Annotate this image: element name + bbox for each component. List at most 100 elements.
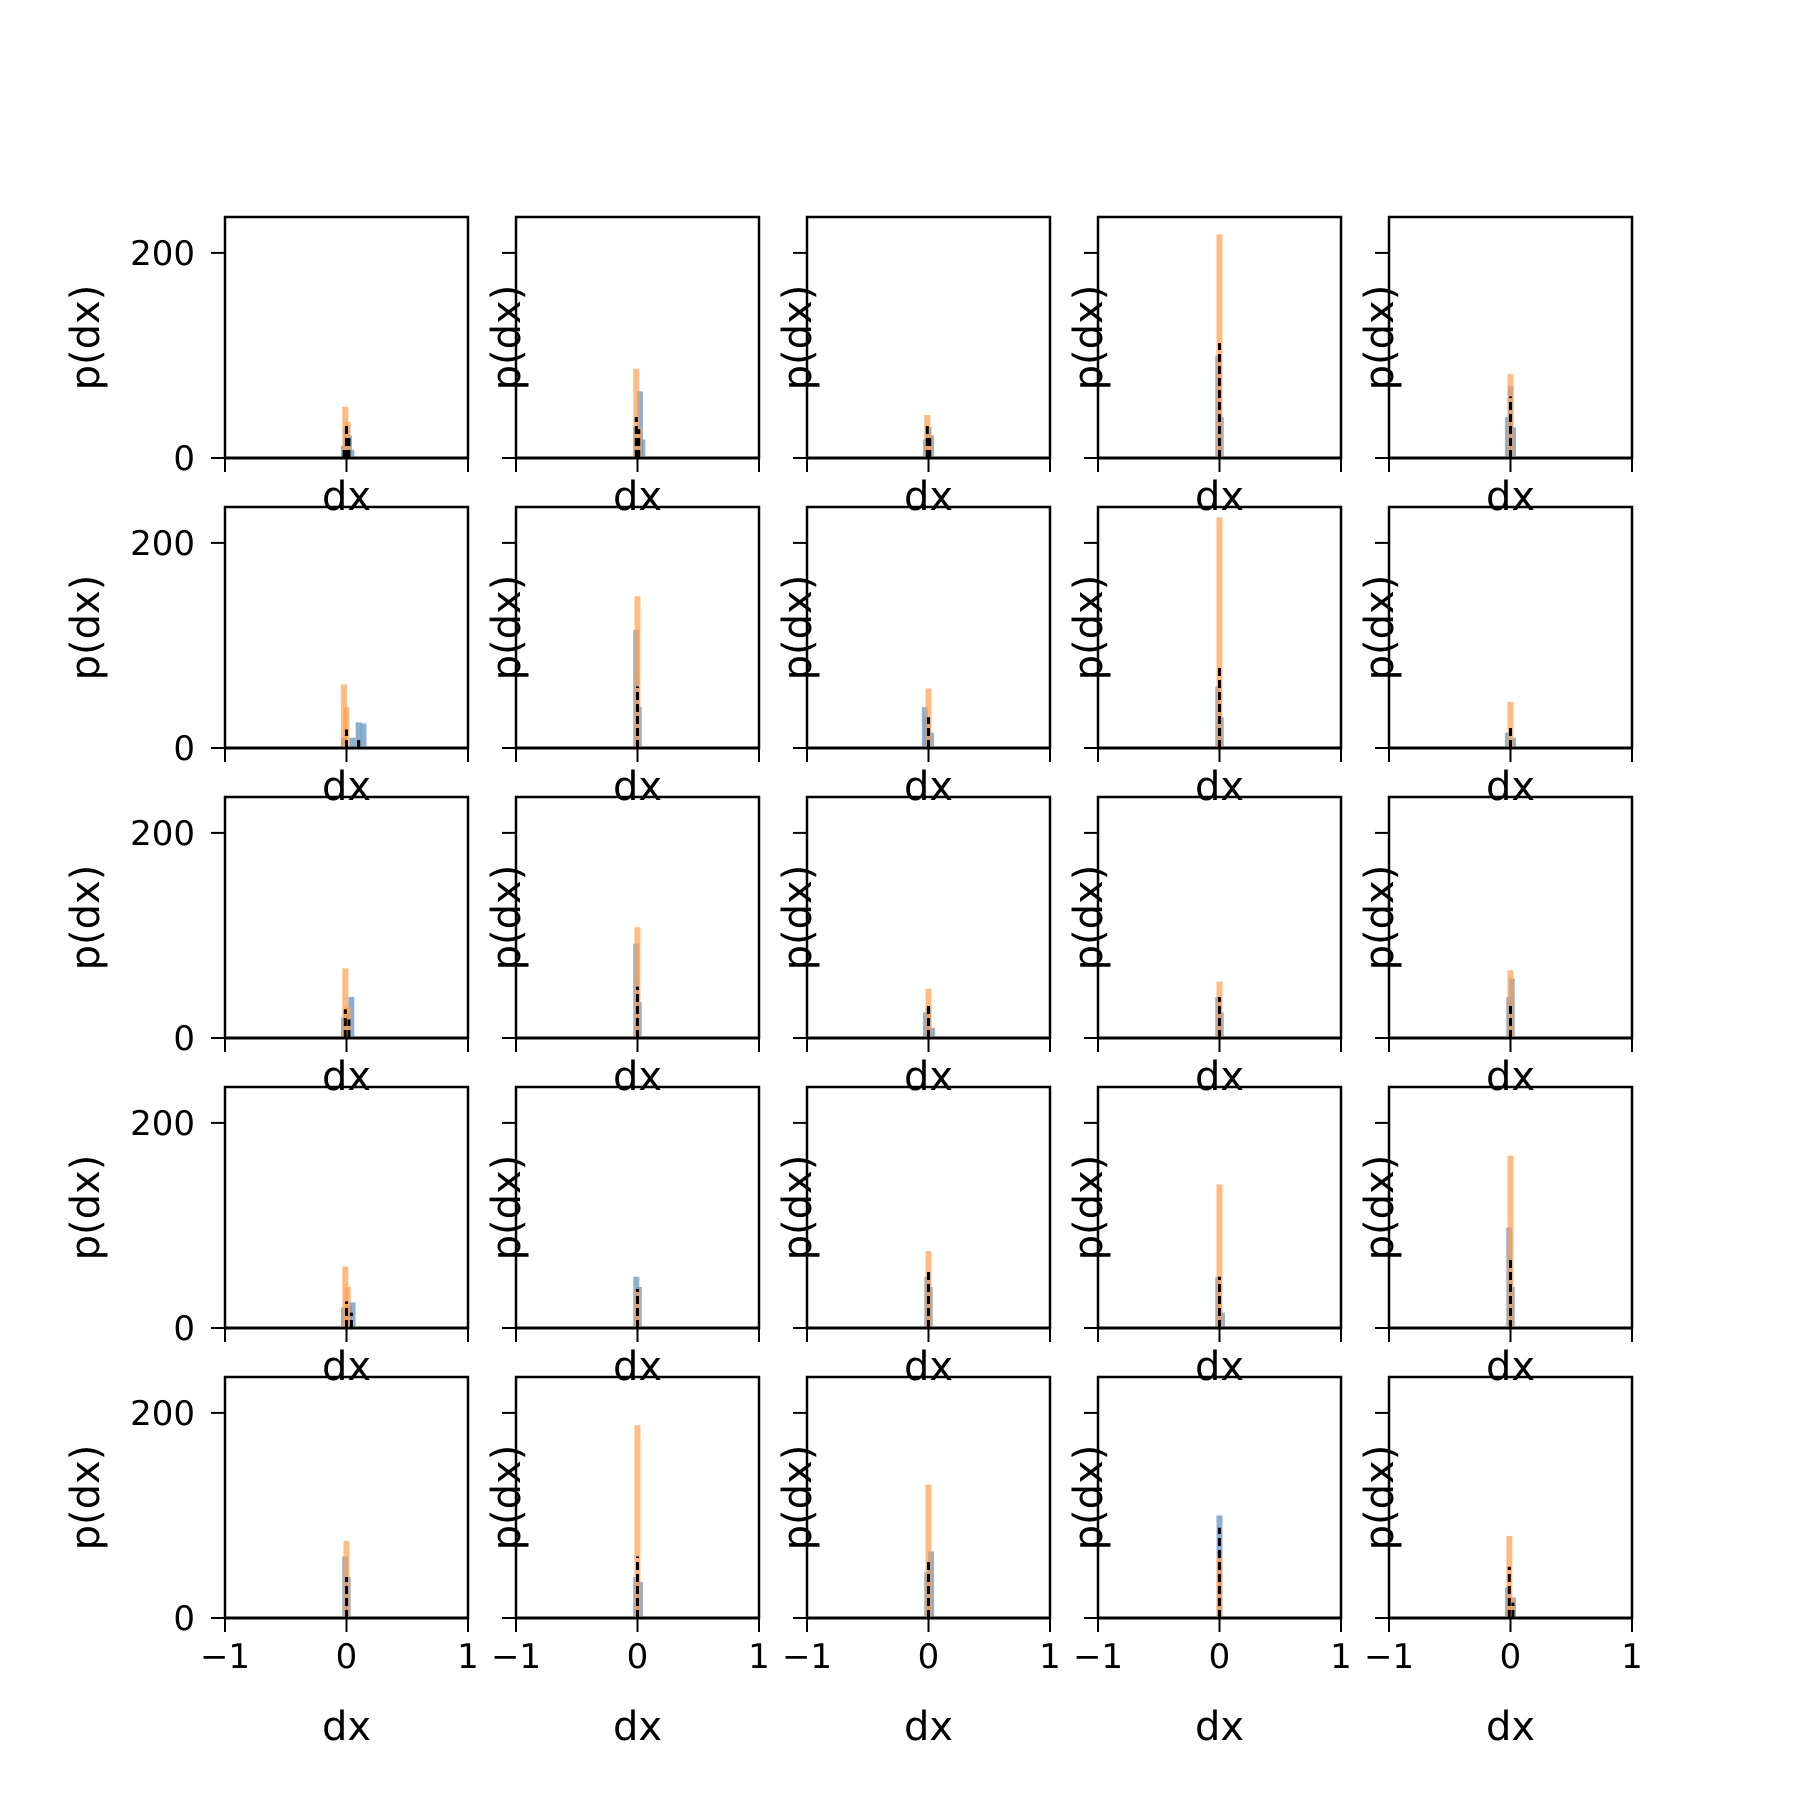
x-axis-label: dx	[613, 764, 662, 810]
y-tick-label: 0	[173, 1309, 195, 1349]
y-axis-label: p(dx)	[1066, 285, 1112, 391]
subplot-r3-c2: dx p(dx)	[775, 1085, 1052, 1390]
x-tick-label: 1	[1330, 1637, 1352, 1677]
y-axis-label: p(dx)	[63, 285, 109, 391]
orange-hist-bar	[925, 1484, 932, 1618]
orange-hist-bar	[1507, 701, 1514, 748]
x-tick-label: 0	[1500, 1637, 1522, 1677]
subplot-r2-c3: dx p(dx)	[1066, 795, 1343, 1100]
y-axis-label: p(dx)	[1066, 1445, 1112, 1551]
y-axis-label: p(dx)	[775, 1445, 821, 1551]
y-tick-label: 200	[130, 524, 195, 564]
subplot-r4-c4: −1 0 1 dx p(dx)	[1357, 1375, 1643, 1750]
x-axis-label: dx	[904, 1704, 953, 1750]
subplot-r2-c1: dx p(dx)	[484, 795, 761, 1100]
x-axis-label: dx	[1195, 1344, 1244, 1390]
x-axis-label: dx	[613, 1704, 662, 1750]
subplot-r0-c4: dx p(dx)	[1357, 215, 1634, 520]
x-axis-label: dx	[322, 764, 371, 810]
blue-hist-bar	[639, 439, 646, 458]
y-tick-label: 200	[130, 814, 195, 854]
subplot-r4-c3: −1 0 1 dx p(dx)	[1066, 1375, 1352, 1750]
subplot-r1-c4: dx p(dx)	[1357, 505, 1634, 810]
x-axis-label: dx	[1195, 474, 1244, 520]
subplot-r2-c2: dx p(dx)	[775, 795, 1052, 1100]
subplot-r0-c1: dx p(dx)	[484, 215, 761, 520]
orange-hist-bar	[926, 435, 933, 458]
blue-hist-bar	[348, 996, 355, 1038]
x-tick-label: 0	[336, 1637, 358, 1677]
orange-hist-bar	[1507, 970, 1514, 1038]
blue-hist-bar	[355, 722, 362, 748]
subplot-r3-c3: dx p(dx)	[1066, 1085, 1343, 1390]
x-axis-label: dx	[613, 1054, 662, 1100]
y-axis-label: p(dx)	[63, 1445, 109, 1551]
y-axis-label: p(dx)	[775, 285, 821, 391]
x-axis-label: dx	[322, 1054, 371, 1100]
y-axis-label: p(dx)	[484, 1155, 530, 1261]
y-tick-label: 0	[173, 439, 195, 479]
x-axis-label: dx	[322, 1344, 371, 1390]
x-tick-label: 0	[918, 1637, 940, 1677]
x-tick-label: 1	[457, 1637, 479, 1677]
subplot-r2-c0: 0 200 dx p(dx)	[63, 795, 470, 1100]
x-axis-label: dx	[613, 1344, 662, 1390]
subplot-r3-c4: dx p(dx)	[1357, 1085, 1634, 1390]
x-tick-label: 0	[627, 1637, 649, 1677]
y-tick-label: 0	[173, 729, 195, 769]
y-axis-label: p(dx)	[775, 865, 821, 971]
subplot-r1-c3: dx p(dx)	[1066, 505, 1343, 810]
x-tick-label: −1	[491, 1637, 541, 1677]
orange-hist-bar	[343, 706, 350, 748]
y-axis-label: p(dx)	[1066, 865, 1112, 971]
y-tick-label: 0	[173, 1599, 195, 1639]
y-axis-label: p(dx)	[484, 575, 530, 681]
y-axis-label: p(dx)	[484, 285, 530, 391]
x-axis-label: dx	[904, 764, 953, 810]
x-tick-label: −1	[200, 1637, 250, 1677]
subplot-r0-c2: dx p(dx)	[775, 215, 1052, 520]
orange-hist-bar	[634, 1425, 641, 1618]
x-axis-label: dx	[322, 474, 371, 520]
blue-hist-bar	[360, 723, 367, 748]
subplot-r3-c0: 0 200 dx p(dx)	[63, 1085, 470, 1390]
orange-hist-bar	[634, 927, 641, 1038]
y-axis-label: p(dx)	[1357, 285, 1403, 391]
y-axis-label: p(dx)	[1066, 575, 1112, 681]
y-tick-label: 200	[130, 1104, 195, 1144]
x-axis-label: dx	[904, 474, 953, 520]
subplot-r4-c2: −1 0 1 dx p(dx)	[775, 1375, 1061, 1750]
y-axis-label: p(dx)	[484, 865, 530, 971]
subplot-r4-c1: −1 0 1 dx p(dx)	[484, 1375, 770, 1750]
subplot-r1-c0: 0 200 dx p(dx)	[63, 505, 470, 810]
x-axis-label: dx	[322, 1704, 371, 1750]
y-axis-label: p(dx)	[484, 1445, 530, 1551]
x-axis-label: dx	[1195, 1704, 1244, 1750]
x-tick-label: −1	[782, 1637, 832, 1677]
blue-hist-bar	[636, 391, 643, 458]
blue-hist-bar	[349, 737, 356, 748]
x-axis-label: dx	[1486, 1054, 1535, 1100]
y-axis-label: p(dx)	[63, 865, 109, 971]
blue-hist-bar	[348, 449, 355, 458]
subplot-r0-c0: 0 200 dx p(dx)	[63, 215, 470, 520]
y-tick-label: 200	[130, 1394, 195, 1434]
y-axis-label: p(dx)	[775, 1155, 821, 1261]
x-tick-label: 1	[748, 1637, 770, 1677]
x-axis-label: dx	[1486, 764, 1535, 810]
orange-hist-bar	[633, 368, 640, 458]
x-axis-label: dx	[1195, 1054, 1244, 1100]
subplot-r1-c2: dx p(dx)	[775, 505, 1052, 810]
x-axis-label: dx	[904, 1054, 953, 1100]
orange-hist-bar	[1508, 1597, 1515, 1618]
y-axis-label: p(dx)	[63, 575, 109, 681]
x-axis-label: dx	[1486, 1344, 1535, 1390]
y-axis-label: p(dx)	[1066, 1155, 1112, 1261]
y-axis-label: p(dx)	[775, 575, 821, 681]
y-axis-label: p(dx)	[1357, 575, 1403, 681]
orange-hist-bar	[1216, 517, 1223, 748]
x-axis-label: dx	[1486, 474, 1535, 520]
y-axis-label: p(dx)	[1357, 1445, 1403, 1551]
subplot-r2-c4: dx p(dx)	[1357, 795, 1634, 1100]
